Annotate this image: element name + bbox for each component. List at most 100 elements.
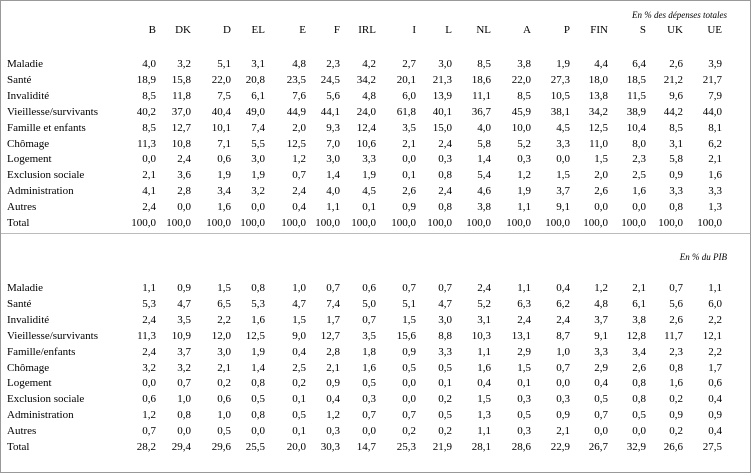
cell-value: 38,1 bbox=[550, 105, 570, 118]
cell-value: 0,1 bbox=[292, 425, 306, 438]
cell-value: 4,8 bbox=[362, 89, 376, 102]
cell-value: 4,7 bbox=[177, 297, 191, 310]
cell-value: 10,9 bbox=[171, 329, 191, 342]
row-label: Administration bbox=[7, 185, 74, 198]
cell-value: 100,0 bbox=[583, 217, 608, 229]
cell-value: 100,0 bbox=[391, 217, 416, 229]
cell-value: 1,5 bbox=[217, 282, 231, 294]
cell-value: 9,6 bbox=[669, 89, 683, 102]
cell-value: 11,8 bbox=[172, 89, 191, 102]
cell-value: 0,5 bbox=[402, 361, 416, 374]
cell-value: 2,7 bbox=[402, 58, 416, 70]
cell-value: 10,6 bbox=[356, 137, 376, 150]
cell-value: 2,2 bbox=[708, 345, 722, 358]
cell-value: 4,0 bbox=[477, 121, 491, 134]
cell-value: 7,4 bbox=[251, 121, 265, 134]
cell-value: 3,1 bbox=[669, 137, 683, 150]
row-label: Logement bbox=[7, 377, 52, 390]
section-note: En % du PIB bbox=[679, 252, 727, 262]
cell-value: 0,5 bbox=[632, 409, 646, 422]
cell-value: 0,0 bbox=[556, 377, 570, 390]
cell-value: 23,5 bbox=[286, 73, 306, 86]
cell-value: 0,2 bbox=[669, 425, 683, 438]
cell-value: 1,6 bbox=[217, 201, 231, 214]
cell-value: 1,1 bbox=[517, 282, 531, 294]
cell-value: 20,8 bbox=[245, 73, 265, 86]
cell-value: 40,4 bbox=[211, 105, 231, 118]
cell-value: 3,3 bbox=[669, 185, 683, 198]
cell-value: 20,1 bbox=[396, 73, 416, 86]
cell-value: 3,0 bbox=[251, 153, 265, 166]
cell-value: 1,4 bbox=[326, 169, 340, 182]
cell-value: 0,2 bbox=[402, 425, 416, 438]
cell-value: 2,4 bbox=[142, 313, 156, 326]
cell-value: 5,8 bbox=[477, 137, 491, 150]
cell-value: 1,8 bbox=[362, 345, 376, 358]
cell-value: 1,0 bbox=[177, 393, 191, 406]
row-label: Total bbox=[7, 217, 30, 229]
cell-value: 1,1 bbox=[477, 345, 491, 358]
cell-value: 1,3 bbox=[477, 409, 491, 422]
column-header: E bbox=[299, 24, 306, 36]
cell-value: 100,0 bbox=[206, 217, 231, 229]
cell-value: 0,4 bbox=[594, 377, 608, 390]
cell-value: 5,8 bbox=[669, 153, 683, 166]
cell-value: 2,6 bbox=[669, 313, 683, 326]
cell-value: 12,8 bbox=[626, 329, 646, 342]
cell-value: 1,2 bbox=[292, 153, 306, 166]
row-label: Chômage bbox=[7, 361, 50, 374]
cell-value: 1,0 bbox=[292, 282, 306, 294]
cell-value: 0,8 bbox=[251, 377, 265, 390]
cell-value: 12,7 bbox=[171, 121, 191, 134]
cell-value: 2,3 bbox=[632, 153, 646, 166]
cell-value: 5,3 bbox=[251, 297, 265, 310]
cell-value: 1,5 bbox=[402, 313, 416, 326]
cell-value: 2,1 bbox=[326, 361, 340, 374]
cell-value: 100,0 bbox=[506, 217, 531, 229]
column-header: NL bbox=[476, 24, 491, 36]
cell-value: 3,0 bbox=[326, 153, 340, 166]
cell-value: 4,0 bbox=[326, 185, 340, 198]
cell-value: 1,2 bbox=[142, 409, 156, 422]
cell-value: 2,1 bbox=[217, 361, 231, 374]
cell-value: 4,4 bbox=[594, 58, 608, 70]
cell-value: 4,6 bbox=[477, 185, 491, 198]
column-header: UE bbox=[707, 24, 722, 36]
cell-value: 1,5 bbox=[556, 169, 570, 182]
cell-value: 0,3 bbox=[517, 393, 531, 406]
cell-value: 40,2 bbox=[136, 105, 156, 118]
cell-value: 0,7 bbox=[292, 169, 306, 182]
cell-value: 2,2 bbox=[708, 313, 722, 326]
cell-value: 0,9 bbox=[708, 409, 722, 422]
cell-value: 2,4 bbox=[177, 153, 191, 166]
cell-value: 2,1 bbox=[142, 169, 156, 182]
cell-value: 4,8 bbox=[594, 297, 608, 310]
cell-value: 3,3 bbox=[594, 345, 608, 358]
cell-value: 0,3 bbox=[517, 153, 531, 166]
column-header: F bbox=[333, 24, 340, 36]
cell-value: 0,7 bbox=[402, 409, 416, 422]
cell-value: 0,9 bbox=[669, 169, 683, 182]
cell-value: 0,0 bbox=[632, 201, 646, 214]
cell-value: 2,1 bbox=[632, 282, 646, 294]
cell-value: 11,0 bbox=[589, 137, 608, 150]
cell-value: 5,3 bbox=[142, 297, 156, 310]
cell-value: 0,6 bbox=[362, 282, 376, 294]
cell-value: 1,9 bbox=[251, 169, 265, 182]
cell-value: 15,0 bbox=[432, 121, 452, 134]
cell-value: 36,7 bbox=[471, 105, 491, 118]
cell-value: 2,8 bbox=[177, 185, 191, 198]
cell-value: 3,3 bbox=[708, 185, 722, 198]
cell-value: 3,0 bbox=[438, 313, 452, 326]
cell-value: 0,5 bbox=[594, 393, 608, 406]
cell-value: 0,8 bbox=[632, 393, 646, 406]
cell-value: 3,9 bbox=[708, 58, 722, 70]
cell-value: 7,6 bbox=[292, 89, 306, 102]
cell-value: 5,6 bbox=[326, 89, 340, 102]
cell-value: 26,6 bbox=[663, 441, 683, 453]
cell-value: 6,0 bbox=[708, 297, 722, 310]
cell-value: 28,2 bbox=[136, 441, 156, 453]
section-note: En % des dépenses totales bbox=[632, 10, 727, 20]
cell-value: 0,6 bbox=[708, 377, 722, 390]
cell-value: 34,2 bbox=[356, 73, 376, 86]
